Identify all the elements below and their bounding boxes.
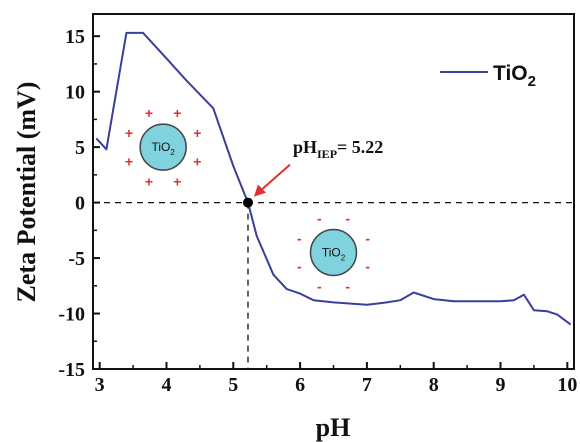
legend-label: TiO2 — [493, 62, 536, 90]
particle-positive-body — [139, 123, 187, 171]
iep-label-value: = 5.22 — [337, 137, 383, 157]
particle-positive-charge: + — [173, 173, 181, 189]
y-tick-label: -15 — [58, 359, 85, 381]
particle-positive-label-sub: 2 — [170, 148, 175, 157]
particle-negative-charge: - — [317, 210, 322, 226]
x-tick-label: 9 — [496, 374, 506, 396]
particle-negative: TiO2------ -- — [297, 210, 370, 294]
particle-positive-charge: + — [173, 105, 181, 121]
particle-negative-charge: - — [297, 230, 302, 246]
particle-negative-label-main: TiO — [322, 246, 341, 260]
legend-label-sub: 2 — [528, 73, 536, 90]
y-axis-label: Zeta Potential (mV) — [12, 82, 41, 303]
legend: TiO2 — [440, 62, 536, 90]
particle-negative-charge: - — [365, 259, 370, 275]
series-line-group — [95, 31, 572, 326]
x-tick-label: 4 — [161, 374, 171, 396]
particle-negative-label: TiO2 — [322, 246, 346, 263]
particle-positive-charge: + — [125, 153, 133, 169]
particle-negative-charge: - — [345, 279, 350, 295]
particle-positive-charge: + — [193, 125, 201, 141]
legend-label-main: TiO — [493, 62, 528, 85]
particle-positive: TiO2 + + + + + + + + — [125, 105, 202, 189]
iep-label: pHIEP= 5.22 — [293, 137, 383, 161]
x-tick-label: 6 — [295, 374, 305, 396]
iep-label-sub: IEP — [317, 147, 337, 161]
y-tick-label: 0 — [75, 193, 85, 215]
iep-annotation: pHIEP= 5.22 — [242, 137, 383, 208]
particle-positive-charge: + — [145, 105, 153, 121]
y-tick-label: 10 — [65, 82, 85, 104]
particle-positive-charge: + — [193, 153, 201, 169]
y-tick-label: 5 — [75, 137, 85, 159]
particle-negative-label-sub: 2 — [341, 254, 346, 263]
particle-positive-charge: + — [125, 125, 133, 141]
iep-label-main: pH — [293, 137, 317, 157]
x-axis: 3 4 5 6 7 8 9 10 — [95, 362, 577, 396]
particle-negative-body — [309, 228, 358, 277]
particle-positive-label: TiO2 — [151, 140, 175, 157]
y-tick-label: -5 — [68, 248, 85, 270]
x-tick-label: 3 — [95, 374, 105, 396]
particle-positive-label-main: TiO — [151, 140, 170, 154]
x-tick-label: 10 — [557, 374, 577, 396]
iep-point-marker — [242, 197, 253, 208]
reference-lines — [93, 201, 574, 369]
x-tick-label: 5 — [228, 374, 238, 396]
particle-positive-charge: + — [145, 173, 153, 189]
y-tick-label: -10 — [58, 304, 85, 326]
x-tick-label: 7 — [362, 374, 372, 396]
particle-negative-charge: - — [365, 230, 370, 246]
y-axis: -15 -10 -5 0 5 10 15 — [58, 26, 100, 381]
particle-negative-charge: - — [345, 210, 350, 226]
particle-negative-charge: - — [317, 279, 322, 295]
particle-negative-charge: - — [297, 259, 302, 275]
x-tick-label: 8 — [429, 374, 439, 396]
y-tick-label: 15 — [65, 26, 85, 48]
iep-arrow-head — [253, 184, 266, 197]
x-axis-label: pH — [316, 413, 351, 442]
series-line-tio2 — [95, 31, 572, 326]
